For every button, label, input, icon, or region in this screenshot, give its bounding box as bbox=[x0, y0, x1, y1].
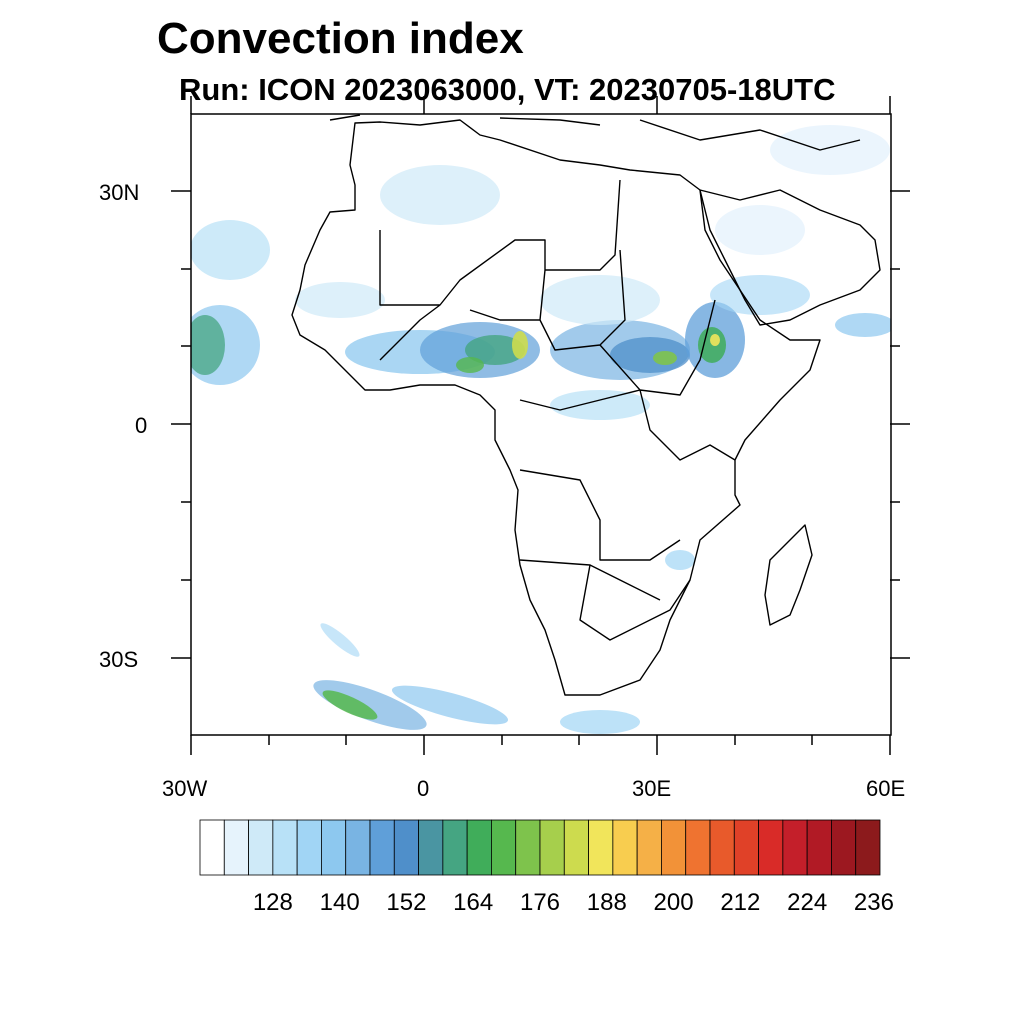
y-tick-label-30s: 30S bbox=[99, 647, 139, 672]
colorbar-box bbox=[636, 819, 662, 876]
x-tick-label-30w: 30W bbox=[162, 776, 208, 801]
africa-outline bbox=[291, 119, 821, 696]
colorbar-label: 176 bbox=[519, 889, 561, 916]
colorbar-box bbox=[831, 819, 857, 876]
colorbar-box bbox=[248, 819, 274, 876]
map-frame bbox=[190, 113, 892, 736]
country-borders bbox=[379, 179, 736, 641]
colorbar-label: 152 bbox=[386, 889, 427, 916]
colorbar-box bbox=[199, 819, 225, 876]
colorbar-box bbox=[393, 819, 419, 876]
colorbar bbox=[199, 819, 881, 876]
colorbar-label: 200 bbox=[653, 889, 694, 916]
colorbar-box bbox=[709, 819, 735, 876]
x-tick-label-30e: 30E bbox=[632, 776, 672, 801]
colorbar-box bbox=[491, 819, 517, 876]
colorbar-box bbox=[758, 819, 784, 876]
colorbar-box bbox=[563, 819, 589, 876]
colorbar-box bbox=[369, 819, 395, 876]
colorbar-label: 164 bbox=[453, 889, 494, 916]
colorbar-box bbox=[661, 819, 687, 876]
y-axis-ticks bbox=[171, 190, 910, 659]
colorbar-box bbox=[733, 819, 759, 876]
colorbar-box bbox=[466, 819, 492, 876]
colorbar-box bbox=[296, 819, 322, 876]
chart-subtitle: Run: ICON 2023063000, VT: 20230705-18UTC bbox=[179, 72, 836, 107]
colorbar-box bbox=[272, 819, 298, 876]
colorbar-box bbox=[321, 819, 347, 876]
colorbar-box bbox=[442, 819, 468, 876]
colorbar-label: 140 bbox=[319, 889, 360, 916]
colorbar-label: 128 bbox=[252, 889, 293, 916]
colorbar-box bbox=[782, 819, 808, 876]
arabia-outline bbox=[699, 189, 881, 326]
x-axis-ticks bbox=[190, 96, 891, 755]
colorbar-label: 188 bbox=[586, 889, 627, 916]
chart-title: Convection index bbox=[157, 14, 524, 63]
colorbar-box bbox=[515, 819, 541, 876]
madagascar-outline bbox=[764, 524, 813, 626]
colorbar-box bbox=[418, 819, 444, 876]
x-tick-label-0: 0 bbox=[417, 776, 430, 801]
europe-coast bbox=[329, 114, 861, 151]
coastlines bbox=[291, 114, 881, 696]
colorbar-box bbox=[345, 819, 371, 876]
colorbar-box bbox=[588, 819, 614, 876]
colorbar-box bbox=[223, 819, 249, 876]
colorbar-label: 224 bbox=[787, 889, 828, 916]
colorbar-box bbox=[685, 819, 711, 876]
colorbar-box bbox=[612, 819, 638, 876]
y-tick-label-0: 0 bbox=[135, 413, 148, 438]
y-tick-label-30n: 30N bbox=[99, 180, 140, 205]
shading-southern-ocean bbox=[313, 680, 427, 730]
colorbar-label: 212 bbox=[720, 889, 761, 916]
colorbar-box bbox=[539, 819, 565, 876]
colorbar-label: 236 bbox=[853, 889, 894, 916]
colorbar-box bbox=[855, 819, 881, 876]
x-tick-label-60e: 60E bbox=[866, 776, 906, 801]
colorbar-box bbox=[806, 819, 832, 876]
convection-field bbox=[191, 125, 891, 734]
